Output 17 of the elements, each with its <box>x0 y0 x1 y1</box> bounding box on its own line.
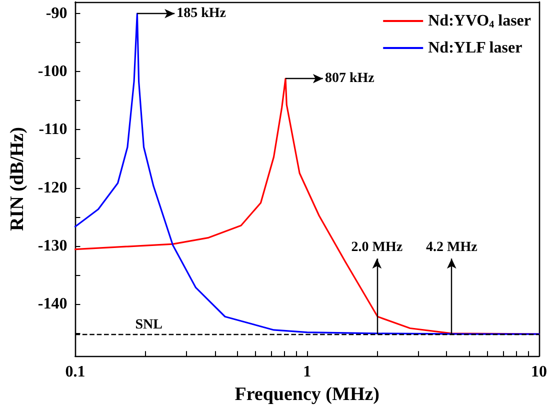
y-axis-title: RIN (dB/Hz) <box>7 127 28 232</box>
y-tick-label: -110 <box>38 121 68 138</box>
annotation: 4.2 MHz <box>426 240 478 256</box>
annotation: 2.0 MHz <box>351 240 403 256</box>
annotation: 185 kHz <box>176 6 226 22</box>
ref-line-label: SNL <box>135 318 162 333</box>
annotation: 807 kHz <box>324 71 374 86</box>
x-axis-title: Frequency (MHz) <box>234 384 380 405</box>
x-tick-label: 0.1 <box>65 364 86 381</box>
y-tick-label: -140 <box>38 295 68 312</box>
y-tick-label: -120 <box>38 179 68 196</box>
y-tick-label: -90 <box>46 5 68 22</box>
x-tick-label: 1 <box>303 364 312 381</box>
y-tick-label: -130 <box>38 237 68 254</box>
legend-label: Nd:YLF laser <box>428 40 522 56</box>
y-tick-label: -100 <box>38 63 68 80</box>
x-tick-label: 10 <box>531 364 547 381</box>
